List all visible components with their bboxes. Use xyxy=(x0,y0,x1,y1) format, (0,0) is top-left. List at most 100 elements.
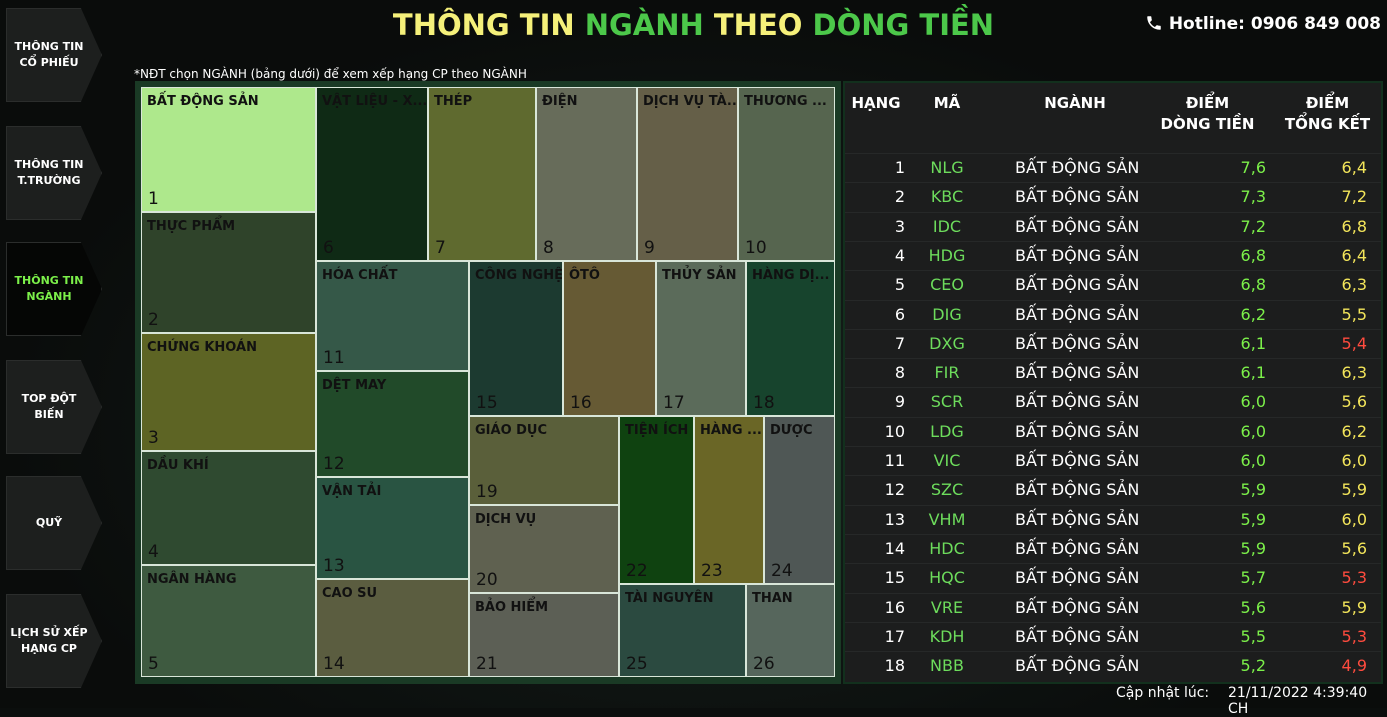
ticker: SZC xyxy=(930,480,964,500)
treemap-tile[interactable]: DƯỢC 24 xyxy=(764,416,835,584)
title-part: DÒNG TIỀN xyxy=(812,8,995,42)
table-row[interactable]: 16 VRE BẤT ĐỘNG SẢN 5,6 5,9 xyxy=(845,592,1381,623)
tile-label: DỊCH VỤ TÀ... xyxy=(643,94,738,109)
treemap-tile[interactable]: THAN 26 xyxy=(746,584,835,677)
table-row[interactable]: 1 NLG BẤT ĐỘNG SẢN 7,6 6,4 xyxy=(845,153,1381,183)
industry: BẤT ĐỘNG SẢN xyxy=(1015,656,1140,676)
table-row[interactable]: 11 VIC BẤT ĐỘNG SẢN 6,0 6,0 xyxy=(845,446,1381,476)
nav-button[interactable]: QUỸ xyxy=(6,476,102,570)
table-row[interactable]: 5 CEO BẤT ĐỘNG SẢN 6,8 6,3 xyxy=(845,270,1381,300)
tile-rank: 10 xyxy=(745,238,767,258)
treemap-tile[interactable]: HÓA CHẤT 11 xyxy=(316,261,469,371)
table-row[interactable]: 15 HQC BẤT ĐỘNG SẢN 5,7 5,3 xyxy=(845,563,1381,593)
treemap-tile[interactable]: THÉP 7 xyxy=(428,87,536,261)
ticker: KDH xyxy=(929,626,965,646)
flow-score: 6,1 xyxy=(1240,363,1266,383)
total-score: 5,6 xyxy=(1341,392,1367,412)
treemap-tile[interactable]: TÀI NGUYÊN 25 xyxy=(619,584,746,677)
rank: 16 xyxy=(884,597,905,617)
industry: BẤT ĐỘNG SẢN xyxy=(1015,333,1140,353)
table-row[interactable]: 13 VHM BẤT ĐỘNG SẢN 5,9 6,0 xyxy=(845,504,1381,535)
tile-rank: 9 xyxy=(644,238,655,258)
treemap-tile[interactable]: THỦY SẢN 17 xyxy=(656,261,746,416)
industry: BẤT ĐỘNG SẢN xyxy=(1015,480,1140,500)
industry: BẤT ĐỘNG SẢN xyxy=(1015,216,1140,236)
nav-button[interactable]: THÔNG TIN T.TRƯỜNG xyxy=(6,126,102,220)
treemap-tile[interactable]: VẬN TẢI 13 xyxy=(316,477,469,579)
total-score: 5,3 xyxy=(1341,568,1367,588)
rank: 5 xyxy=(894,275,905,295)
industry: BẤT ĐỘNG SẢN xyxy=(1015,626,1140,646)
treemap-tile[interactable]: ĐIỆN 8 xyxy=(536,87,637,261)
nav-button[interactable]: THÔNG TIN CỔ PHIẾU xyxy=(6,8,102,102)
table-row[interactable]: 17 KDH BẤT ĐỘNG SẢN 5,5 5,3 xyxy=(845,621,1381,652)
title-part: THÔNG TIN xyxy=(392,8,585,42)
tile-label: CHỨNG KHOÁN xyxy=(147,340,257,355)
rank: 9 xyxy=(894,392,905,412)
total-score: 6,8 xyxy=(1341,216,1367,236)
treemap-tile[interactable]: CAO SU 14 xyxy=(316,579,469,677)
table-row[interactable]: 10 LDG BẤT ĐỘNG SẢN 6,0 6,2 xyxy=(845,416,1381,447)
treemap-tile[interactable]: GIÁO DỤC 19 xyxy=(469,416,619,505)
treemap-tile[interactable]: DỊCH VỤ 20 xyxy=(469,505,619,593)
treemap-tile[interactable]: DỊCH VỤ TÀ... 9 xyxy=(637,87,738,261)
treemap-tile[interactable]: NGÂN HÀNG 5 xyxy=(141,565,316,677)
treemap-tile[interactable]: HÀNG DỊ... 18 xyxy=(746,261,835,416)
table-row[interactable]: 7 DXG BẤT ĐỘNG SẢN 6,1 5,4 xyxy=(845,328,1381,359)
rank: 12 xyxy=(884,480,905,500)
treemap-tile[interactable]: DẦU KHÍ 4 xyxy=(141,451,316,565)
table-row[interactable]: 18 NBB BẤT ĐỘNG SẢN 5,2 4,9 xyxy=(845,651,1381,681)
ticker: VHM xyxy=(928,509,966,529)
total-score: 7,2 xyxy=(1341,187,1367,207)
nav-button[interactable]: TOP ĐỘT BIẾN xyxy=(6,360,102,454)
table-row[interactable]: 12 SZC BẤT ĐỘNG SẢN 5,9 5,9 xyxy=(845,475,1381,505)
industry: BẤT ĐỘNG SẢN xyxy=(1015,392,1140,412)
ticker: KBC xyxy=(930,187,964,207)
ticker: CEO xyxy=(930,275,964,295)
table-row[interactable]: 14 HDC BẤT ĐỘNG SẢN 5,9 5,6 xyxy=(845,533,1381,564)
treemap-tile[interactable]: CHỨNG KHOÁN 3 xyxy=(141,333,316,451)
tile-rank: 5 xyxy=(148,654,159,674)
tile-label: ÔTÔ xyxy=(569,268,600,283)
treemap-tile[interactable]: VẬT LIỆU - X... 6 xyxy=(316,87,428,261)
treemap-tile[interactable]: HÀNG ... 23 xyxy=(694,416,764,584)
rank: 2 xyxy=(894,187,905,207)
flow-score: 6,0 xyxy=(1240,451,1266,470)
nav-button[interactable]: THÔNG TIN NGÀNH xyxy=(6,242,102,336)
tile-rank: 22 xyxy=(626,561,648,581)
tile-label: THÉP xyxy=(434,94,473,109)
treemap-tile[interactable]: BẢO HIỂM 21 xyxy=(469,593,619,677)
tile-label: VẬT LIỆU - X... xyxy=(322,94,428,109)
instruction-note: *NĐT chọn NGÀNH (bảng dưới) để xem xếp h… xyxy=(134,67,527,81)
industry: BẤT ĐỘNG SẢN xyxy=(1015,538,1140,558)
flow-score: 5,9 xyxy=(1240,538,1266,558)
tile-label: THỰC PHẨM xyxy=(147,219,236,234)
table-row[interactable]: 9 SCR BẤT ĐỘNG SẢN 6,0 5,6 xyxy=(845,387,1381,417)
tile-label: DẦU KHÍ xyxy=(147,458,209,473)
nav-button[interactable]: LỊCH SỬ XẾP HẠNG CP xyxy=(6,594,102,688)
treemap-tile[interactable]: ÔTÔ 16 xyxy=(563,261,656,416)
treemap-tile[interactable]: DỆT MAY 12 xyxy=(316,371,469,477)
flow-score: 5,9 xyxy=(1240,509,1266,529)
treemap-tile[interactable]: CÔNG NGHỆ 15 xyxy=(469,261,563,416)
table-row[interactable]: 3 IDC BẤT ĐỘNG SẢN 7,2 6,8 xyxy=(845,211,1381,242)
total-score: 6,0 xyxy=(1341,451,1367,470)
ticker: VRE xyxy=(930,597,964,617)
treemap-tile[interactable]: BẤT ĐỘNG SẢN 1 xyxy=(141,87,316,212)
table-row[interactable]: 6 DIG BẤT ĐỘNG SẢN 6,2 5,5 xyxy=(845,299,1381,330)
table-row[interactable]: 2 KBC BẤT ĐỘNG SẢN 7,3 7,2 xyxy=(845,182,1381,212)
treemap-tile[interactable]: THƯƠNG ... 10 xyxy=(738,87,835,261)
table-row[interactable]: 4 HDG BẤT ĐỘNG SẢN 6,8 6,4 xyxy=(845,240,1381,271)
ticker: FIR xyxy=(934,363,960,383)
rank: 6 xyxy=(894,304,905,324)
ticker: LDG xyxy=(930,421,964,441)
treemap-tile[interactable]: TIỆN ÍCH 22 xyxy=(619,416,694,584)
tile-rank: 13 xyxy=(323,556,345,576)
update-label: Cập nhật lúc: xyxy=(1116,685,1210,701)
tile-rank: 19 xyxy=(476,482,498,502)
treemap-tile[interactable]: THỰC PHẨM 2 xyxy=(141,212,316,333)
ticker: NLG xyxy=(930,158,964,177)
hotline-text: Hotline: 0906 849 008 xyxy=(1168,14,1381,34)
treemap: BẤT ĐỘNG SẢN 1 THỰC PHẨM 2 CHỨNG KHOÁN 3 DẦU K… xyxy=(135,81,841,684)
table-row[interactable]: 8 FIR BẤT ĐỘNG SẢN 6,1 6,3 xyxy=(845,358,1381,388)
